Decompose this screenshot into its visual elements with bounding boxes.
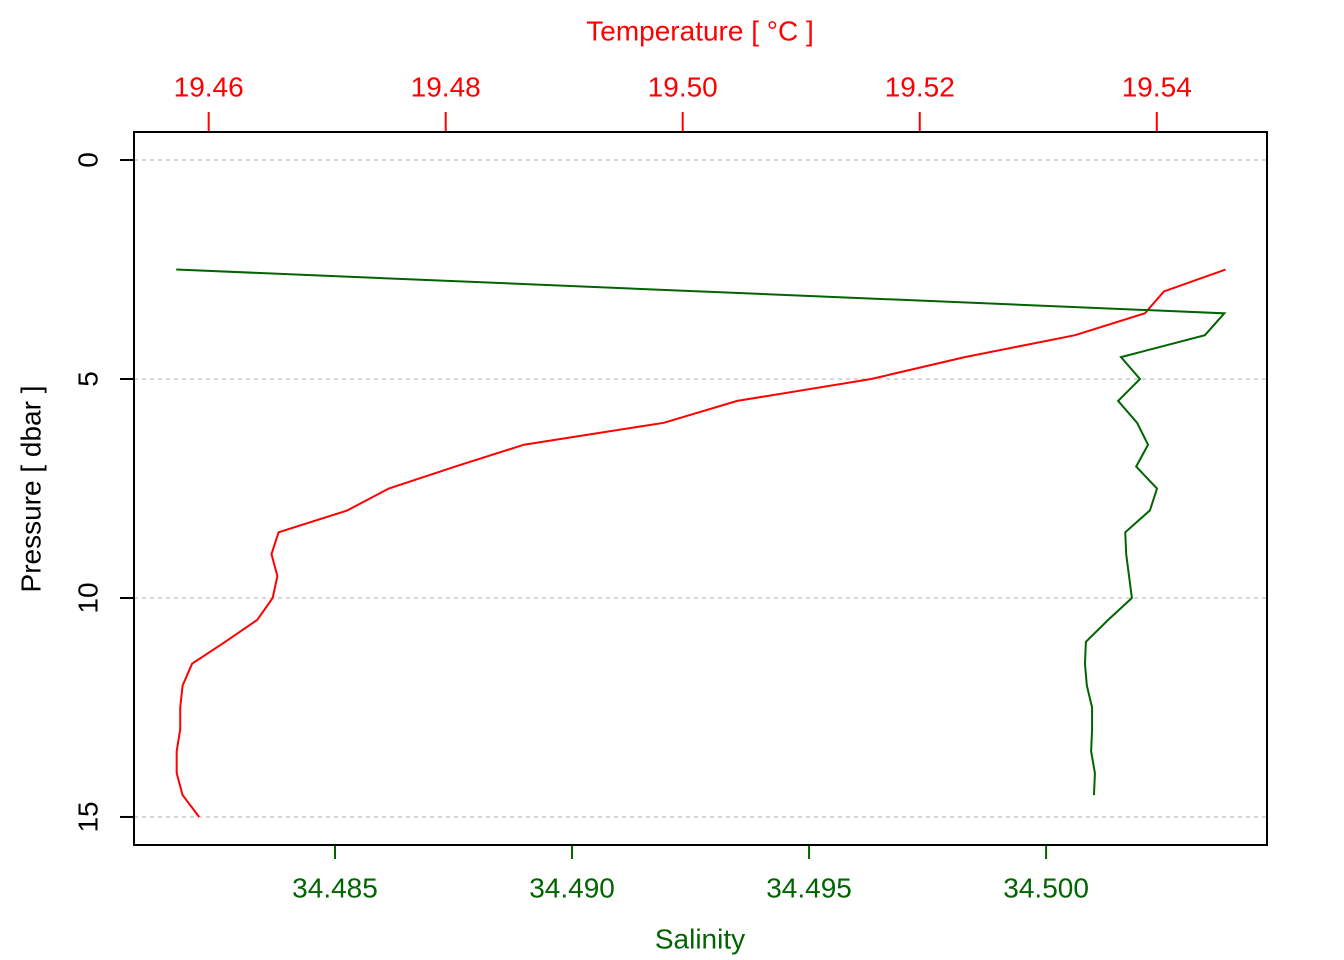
x2-tick-label: 19.52 bbox=[885, 71, 955, 102]
y-axis-title: Pressure [ dbar ] bbox=[15, 386, 46, 593]
y-tick-label: 10 bbox=[72, 582, 103, 613]
x2-tick-label: 19.54 bbox=[1122, 71, 1192, 102]
y-tick-label: 15 bbox=[72, 801, 103, 832]
y-tick-label: 5 bbox=[72, 371, 103, 387]
y-tick-label: 0 bbox=[72, 152, 103, 168]
profile-line bbox=[176, 268, 1227, 796]
x2-tick-label: 19.48 bbox=[411, 71, 481, 102]
plot-frame bbox=[133, 131, 1268, 846]
x2-axis-title: Temperature [ °C ] bbox=[586, 15, 814, 46]
x-tick-label: 34.485 bbox=[292, 872, 378, 903]
x2-tick-label: 19.50 bbox=[648, 71, 718, 102]
x-tick-label: 34.490 bbox=[529, 872, 615, 903]
x-tick-label: 34.500 bbox=[1003, 872, 1089, 903]
x-tick-label: 34.495 bbox=[766, 872, 852, 903]
x-axis-title: Salinity bbox=[655, 923, 745, 954]
x2-tick-label: 19.46 bbox=[174, 71, 244, 102]
profile-line bbox=[175, 268, 1226, 818]
